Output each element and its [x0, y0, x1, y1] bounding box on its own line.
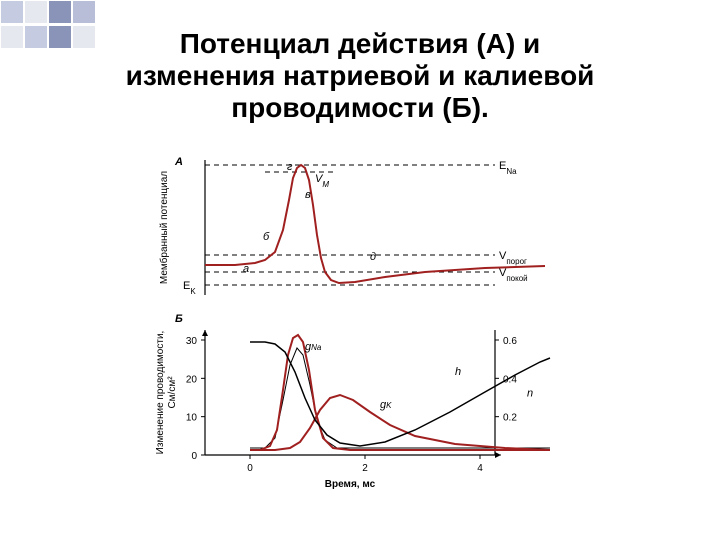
svg-text:n: n: [527, 388, 533, 400]
svg-text:в: в: [305, 189, 311, 201]
svg-text:д: д: [370, 251, 376, 263]
chart-svg: ENa VпорогVпокой EK А Мембранный потенциал а б…: [150, 150, 570, 520]
svg-text:20: 20: [186, 374, 198, 385]
svg-text:EK: EK: [183, 280, 196, 296]
svg-text:2: 2: [362, 463, 368, 474]
svg-text:4: 4: [477, 463, 483, 474]
svg-text:Vпорог: Vпорог: [499, 250, 527, 266]
title-line-3: проводимости (Б).: [231, 92, 489, 123]
svg-text:gNa: gNa: [305, 341, 322, 353]
page-title: Потенциал действия (А) и изменения натри…: [0, 28, 720, 125]
svg-text:Время, мс: Время, мс: [325, 479, 376, 490]
svg-text:0.2: 0.2: [503, 413, 517, 424]
svg-text:б: б: [263, 231, 270, 243]
chart-container: ENa VпорогVпокой EK А Мембранный потенциал а б…: [150, 150, 570, 520]
svg-text:А: А: [174, 156, 183, 168]
svg-text:0: 0: [191, 451, 197, 462]
title-line-1: Потенциал действия (А) и: [180, 28, 541, 59]
svg-text:VM: VM: [315, 173, 329, 189]
title-line-2: изменения натриевой и калиевой: [126, 60, 595, 91]
svg-text:gK: gK: [380, 399, 392, 411]
svg-text:h: h: [455, 366, 461, 378]
svg-text:См/см²: См/см²: [167, 376, 178, 409]
svg-text:10: 10: [186, 413, 198, 424]
svg-text:а: а: [243, 263, 249, 275]
svg-text:0.6: 0.6: [503, 336, 517, 347]
svg-text:г: г: [287, 161, 293, 173]
svg-text:Изменение проводимости,: Изменение проводимости,: [155, 331, 166, 455]
svg-text:0: 0: [247, 463, 253, 474]
svg-text:Мембранный потенциал: Мембранный потенциал: [158, 171, 170, 284]
svg-text:30: 30: [186, 336, 198, 347]
svg-text:ENa: ENa: [499, 160, 517, 176]
svg-text:Б: Б: [175, 313, 183, 325]
svg-text:Vпокой: Vпокой: [499, 267, 528, 283]
